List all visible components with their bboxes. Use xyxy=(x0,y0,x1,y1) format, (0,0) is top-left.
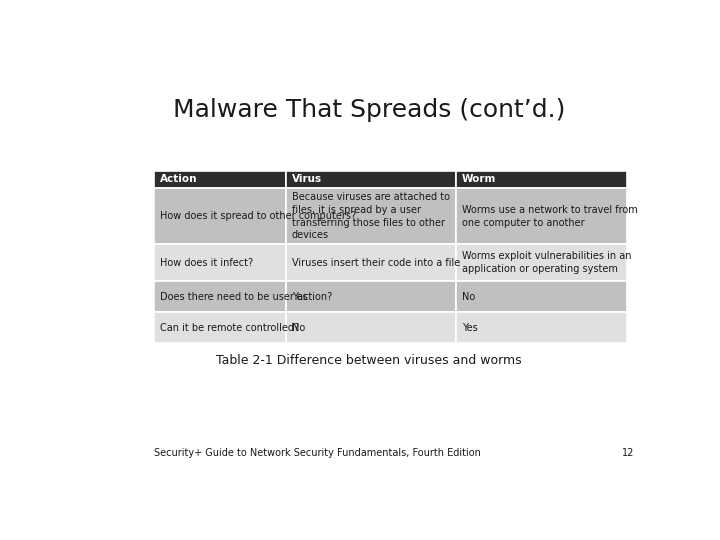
Text: Malware That Spreads (cont’d.): Malware That Spreads (cont’d.) xyxy=(173,98,565,122)
Bar xyxy=(456,312,627,343)
Text: Worms exploit vulnerabilities in an
application or operating system: Worms exploit vulnerabilities in an appl… xyxy=(462,251,631,274)
Bar xyxy=(286,188,456,244)
Text: 12: 12 xyxy=(621,448,634,458)
Bar xyxy=(154,171,286,188)
Text: Viruses insert their code into a file: Viruses insert their code into a file xyxy=(292,258,460,268)
Text: Yes: Yes xyxy=(462,323,478,333)
Text: No: No xyxy=(462,292,475,302)
Text: Table 2-1 Difference between viruses and worms: Table 2-1 Difference between viruses and… xyxy=(216,354,522,367)
Text: No: No xyxy=(292,323,305,333)
Text: Does there need to be user action?: Does there need to be user action? xyxy=(160,292,332,302)
Text: How does it infect?: How does it infect? xyxy=(160,258,253,268)
Bar xyxy=(286,312,456,343)
Text: Security+ Guide to Network Security Fundamentals, Fourth Edition: Security+ Guide to Network Security Fund… xyxy=(154,448,481,458)
Text: Because viruses are attached to
files, it is spread by a user
transferring those: Because viruses are attached to files, i… xyxy=(292,192,450,240)
Text: Worm: Worm xyxy=(462,174,497,185)
Bar xyxy=(154,281,286,312)
Text: Action: Action xyxy=(160,174,197,185)
Text: Virus: Virus xyxy=(292,174,322,185)
Bar xyxy=(286,244,456,281)
Text: Can it be remote controlled?: Can it be remote controlled? xyxy=(160,323,299,333)
Bar xyxy=(286,281,456,312)
Bar xyxy=(456,281,627,312)
Bar xyxy=(154,244,286,281)
Bar xyxy=(456,171,627,188)
Bar xyxy=(456,244,627,281)
Text: Yes: Yes xyxy=(292,292,307,302)
Bar xyxy=(286,171,456,188)
Bar xyxy=(456,188,627,244)
Bar xyxy=(154,312,286,343)
Bar xyxy=(154,188,286,244)
Text: Worms use a network to travel from
one computer to another: Worms use a network to travel from one c… xyxy=(462,205,638,227)
Text: How does it spread to other computers?: How does it spread to other computers? xyxy=(160,211,356,221)
